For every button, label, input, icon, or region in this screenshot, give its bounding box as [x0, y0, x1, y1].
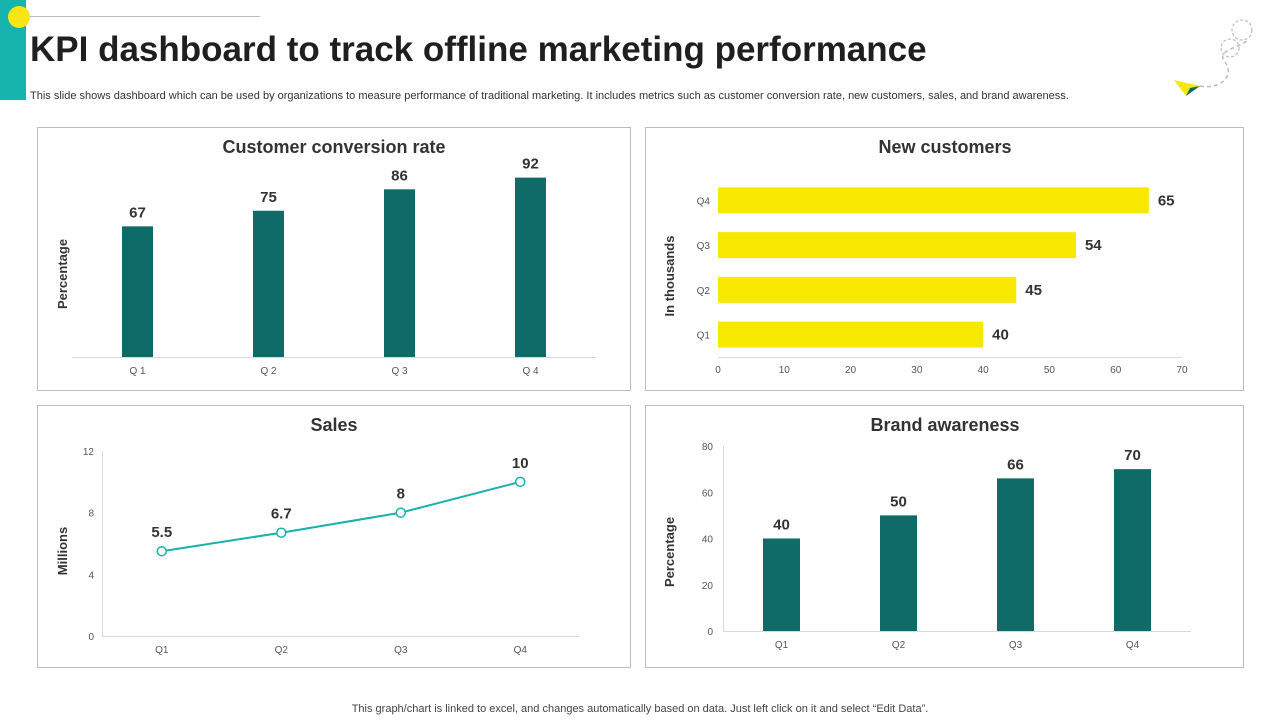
brand-awareness-chart[interactable]: Brand awareness Percentage 0 20 40 60 80 40 Q1 50… [646, 406, 1245, 669]
data-label-3: 8 [397, 486, 405, 503]
bar-4 [1114, 469, 1151, 631]
data-label-q2: 45 [1025, 282, 1042, 299]
x-tick-label-2: Q2 [275, 645, 289, 656]
y-tick-label-q2: Q2 [697, 286, 711, 297]
x-tick-label-4: Q 4 [522, 366, 539, 377]
x-tick-label-10: 10 [779, 365, 791, 376]
bar-2 [880, 515, 917, 631]
x-tick-label-70: 70 [1176, 365, 1188, 376]
x-tick-label-0: 0 [715, 365, 721, 376]
chart-title: New customers [878, 137, 1011, 157]
bar-1 [122, 226, 153, 357]
data-point-4 [515, 476, 526, 488]
x-tick-label-20: 20 [845, 365, 857, 376]
data-label-1: 5.5 [151, 524, 172, 541]
bar-3 [997, 478, 1034, 631]
x-tick-label-50: 50 [1044, 365, 1056, 376]
page-title: KPI dashboard to track offline marketing… [30, 30, 927, 69]
x-tick-label-1: Q1 [775, 640, 789, 651]
new-customers-chart[interactable]: New customers In thousands 0 10 20 30 40 50 60 70… [646, 128, 1245, 392]
y-tick-label-4: 4 [88, 570, 94, 581]
data-label-4: 10 [512, 455, 529, 472]
y-tick-label-0: 0 [88, 632, 94, 643]
y-axis-label: Percentage [55, 239, 70, 309]
sales-chart[interactable]: Sales Millions 0 4 8 12 5.5 Q1 6.7 Q2 8 Q3 10 Q4 [38, 406, 632, 669]
data-label-2: 75 [260, 189, 277, 206]
bar-q4 [718, 187, 1149, 214]
bar-q2 [718, 276, 1017, 303]
x-tick-label-1: Q 1 [129, 366, 146, 377]
bar-2 [253, 210, 284, 357]
x-tick-label-1: Q1 [155, 645, 169, 656]
y-tick-label-q3: Q3 [697, 241, 711, 252]
x-tick-label-4: Q4 [1126, 640, 1140, 651]
sales-line [161, 480, 521, 553]
data-label-2: 6.7 [271, 506, 292, 523]
chart-title: Customer conversion rate [222, 137, 445, 157]
x-tick-label-60: 60 [1110, 365, 1122, 376]
y-tick-label-40: 40 [702, 535, 714, 546]
conversion-rate-panel: Customer conversion rate Percentage 67 Q 1 7… [37, 127, 631, 391]
data-point-3 [395, 507, 406, 518]
y-tick-label-q4: Q4 [697, 196, 711, 207]
data-label-3: 66 [1007, 456, 1024, 473]
page-subtitle: This slide shows dashboard which can be … [30, 90, 1069, 102]
y-tick-label-8: 8 [88, 509, 94, 520]
data-point-2 [276, 527, 287, 538]
x-tick-label-3: Q3 [394, 645, 408, 656]
accent-dot [8, 6, 30, 28]
bar-q3 [718, 232, 1076, 259]
new-customers-panel: New customers In thousands 0 10 20 30 40 50 60 70… [645, 127, 1244, 391]
y-tick-label-60: 60 [702, 488, 714, 499]
data-label-2: 50 [890, 493, 907, 510]
x-tick-label-30: 30 [911, 365, 923, 376]
y-tick-label-q1: Q1 [697, 331, 711, 342]
paper-plane-icon [1174, 19, 1253, 96]
data-label-1: 40 [773, 517, 790, 534]
data-label-q1: 40 [992, 327, 1009, 344]
y-axis-label: In thousands [662, 236, 677, 317]
bar-q1 [718, 321, 984, 348]
sales-panel: Sales Millions 0 4 8 12 5.5 Q1 6.7 Q2 8 Q3 10 Q4 [37, 405, 631, 668]
y-tick-label-0: 0 [707, 627, 713, 638]
bar-4 [515, 177, 546, 357]
data-label-4: 92 [522, 156, 539, 173]
data-label-4: 70 [1124, 447, 1141, 464]
data-label-q4: 65 [1158, 192, 1175, 209]
x-tick-label-40: 40 [978, 365, 990, 376]
x-tick-label-2: Q 2 [260, 366, 277, 377]
y-tick-label-12: 12 [83, 447, 95, 458]
y-axis-label: Percentage [662, 517, 677, 587]
data-label-q3: 54 [1085, 237, 1102, 254]
x-tick-label-3: Q 3 [391, 366, 408, 377]
data-label-3: 86 [391, 167, 408, 184]
brand-awareness-panel: Brand awareness Percentage 0 20 40 60 80 40 Q1 50… [645, 405, 1244, 668]
data-point-1 [156, 545, 167, 557]
y-tick-label-80: 80 [702, 442, 714, 453]
y-axis-label: Millions [55, 527, 70, 575]
x-tick-label-2: Q2 [892, 640, 906, 651]
x-tick-label-3: Q3 [1009, 640, 1023, 651]
x-tick-label-4: Q4 [514, 645, 528, 656]
footer-note: This graph/chart is linked to excel, and… [351, 703, 929, 715]
conversion-rate-chart[interactable]: Customer conversion rate Percentage 67 Q 1 7… [38, 128, 632, 392]
bar-3 [384, 189, 415, 357]
data-label-1: 67 [129, 204, 146, 221]
chart-title: Sales [310, 415, 357, 435]
y-tick-label-20: 20 [702, 581, 714, 592]
bar-1 [763, 538, 800, 631]
chart-title: Brand awareness [870, 415, 1019, 435]
accent-line [30, 16, 260, 17]
